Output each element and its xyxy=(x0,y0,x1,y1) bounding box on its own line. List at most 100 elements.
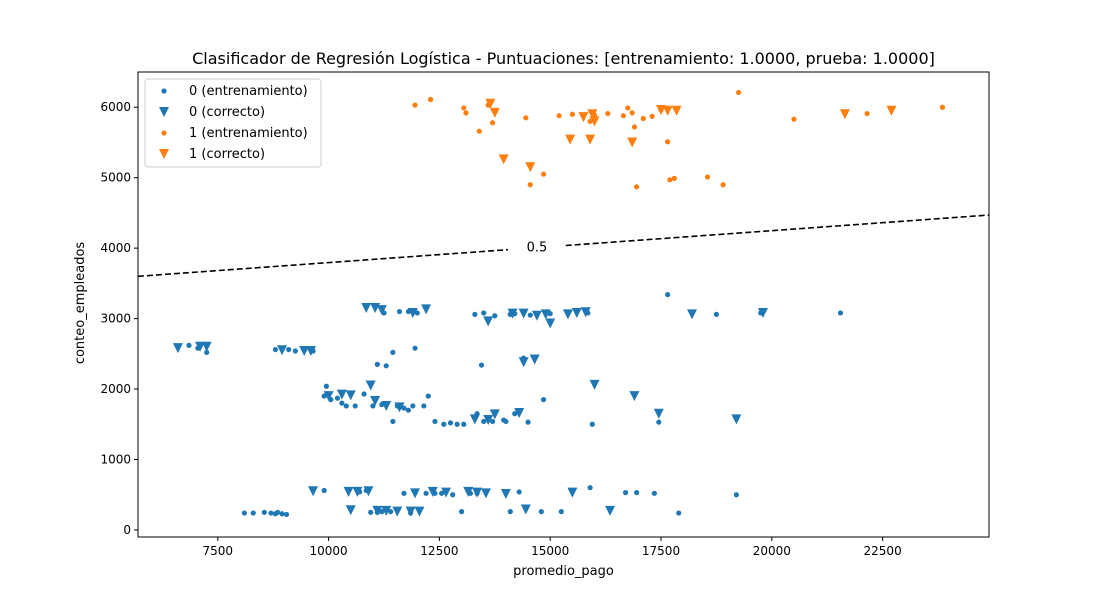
point xyxy=(507,308,518,319)
point xyxy=(558,509,564,515)
point xyxy=(518,308,529,319)
point xyxy=(407,307,418,318)
point xyxy=(562,309,573,320)
point xyxy=(665,139,671,145)
point xyxy=(450,492,456,498)
point xyxy=(791,116,797,122)
point xyxy=(383,363,389,369)
y-tick-label: 5000 xyxy=(100,171,131,185)
point xyxy=(503,418,509,425)
point xyxy=(432,418,438,425)
point xyxy=(410,488,421,499)
point xyxy=(279,511,285,517)
legend-marker xyxy=(161,88,167,94)
series-0 xyxy=(186,292,844,518)
y-tick-label: 4000 xyxy=(100,241,131,255)
point xyxy=(412,102,418,108)
point xyxy=(671,175,677,181)
point xyxy=(687,309,698,320)
legend: 0 (entrenamiento) 0 (correcto) 1 (entrenam… xyxy=(144,78,322,168)
point xyxy=(939,104,946,110)
point xyxy=(538,509,544,515)
point xyxy=(525,419,531,425)
point xyxy=(676,510,682,516)
point xyxy=(525,162,536,173)
point xyxy=(363,486,374,497)
point xyxy=(605,110,611,117)
chart-title: Clasificador de Regresión Logística - Pu… xyxy=(192,49,935,68)
point xyxy=(520,504,531,515)
point xyxy=(439,490,445,496)
point xyxy=(268,510,274,516)
point xyxy=(485,98,496,109)
point xyxy=(629,110,635,116)
point xyxy=(656,419,662,425)
point xyxy=(483,415,494,426)
legend-entry: 0 (correcto) xyxy=(189,105,265,120)
point xyxy=(390,418,396,425)
point xyxy=(627,137,638,148)
point xyxy=(589,379,600,390)
point xyxy=(463,486,474,497)
boundary-line-right xyxy=(565,214,989,247)
point xyxy=(578,112,589,123)
point xyxy=(425,393,431,399)
point xyxy=(463,110,469,116)
point xyxy=(343,486,354,497)
point xyxy=(336,389,347,400)
point xyxy=(634,490,640,496)
point xyxy=(427,96,434,103)
point xyxy=(376,305,387,316)
point xyxy=(720,182,726,188)
point xyxy=(589,116,600,127)
point xyxy=(527,312,533,318)
point xyxy=(589,421,595,427)
point xyxy=(401,490,407,496)
point xyxy=(323,383,329,389)
point xyxy=(671,105,682,116)
point xyxy=(423,490,429,496)
point xyxy=(651,490,657,496)
point xyxy=(587,109,598,120)
point xyxy=(649,113,655,119)
y-tick-label: 2000 xyxy=(100,382,131,396)
point xyxy=(305,346,316,356)
point xyxy=(343,403,349,409)
point xyxy=(662,105,673,116)
point xyxy=(275,509,281,515)
x-tick-label: 10000 xyxy=(309,544,347,558)
point xyxy=(656,105,667,116)
point xyxy=(394,402,405,413)
point xyxy=(489,120,496,126)
point xyxy=(839,109,850,120)
point xyxy=(540,171,547,177)
point xyxy=(565,134,576,145)
point xyxy=(622,490,629,496)
point xyxy=(531,310,542,321)
point xyxy=(631,124,638,130)
y-tick-label: 0 xyxy=(123,523,131,537)
point xyxy=(277,345,288,356)
y-tick-label: 1000 xyxy=(100,453,131,467)
point xyxy=(472,311,478,317)
point xyxy=(472,487,483,498)
point xyxy=(308,486,319,497)
point xyxy=(292,348,298,354)
axes: 7500 10000 12500 15000 17500 20000 22500 0 1000 2… xyxy=(100,71,990,558)
point xyxy=(283,511,290,518)
point xyxy=(886,105,897,116)
x-tick-label: 12500 xyxy=(420,544,458,558)
point xyxy=(461,105,467,111)
point xyxy=(421,403,427,409)
point xyxy=(390,349,396,356)
point xyxy=(667,177,673,183)
point xyxy=(587,485,593,491)
point xyxy=(516,489,522,495)
point xyxy=(540,309,551,320)
point xyxy=(172,343,183,354)
point xyxy=(571,307,582,318)
point xyxy=(250,510,256,516)
point xyxy=(523,115,529,121)
boundary-line-left xyxy=(138,248,509,278)
